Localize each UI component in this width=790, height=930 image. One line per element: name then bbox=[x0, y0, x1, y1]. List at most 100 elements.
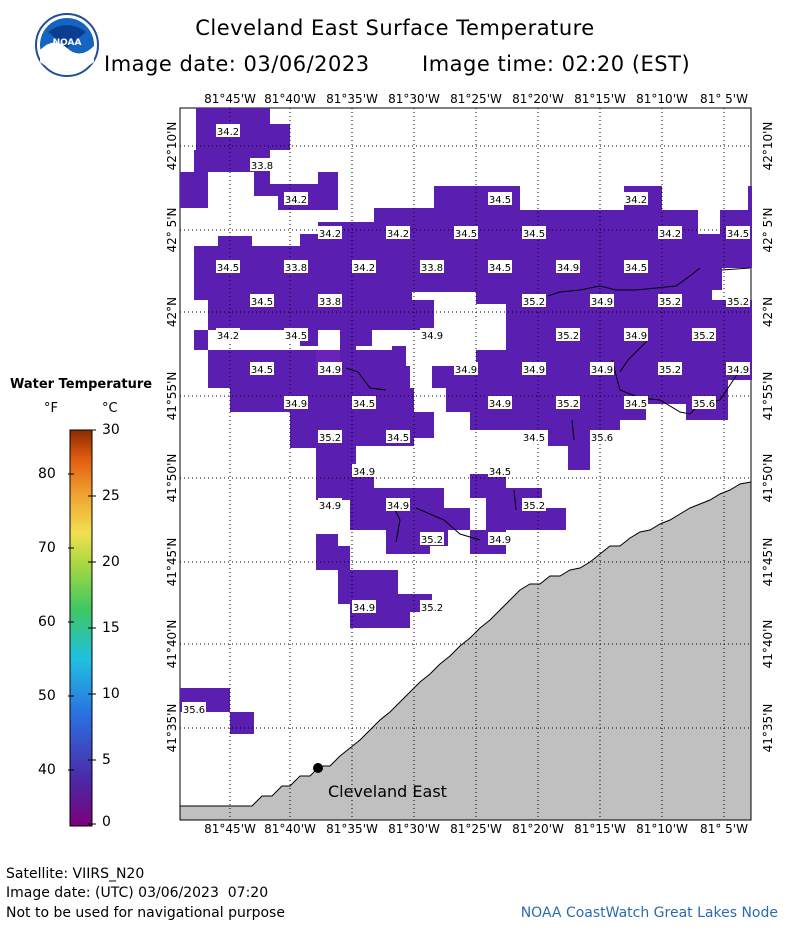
temperature-label-bg bbox=[250, 362, 274, 375]
lon-label-bottom: 81°10'W bbox=[636, 822, 688, 836]
image-time: Image time: 02:20 (EST) bbox=[422, 52, 691, 76]
temperature-label: 34.9 bbox=[421, 331, 443, 342]
temperature-label: 34.5 bbox=[625, 399, 647, 410]
temperature-label: 34.2 bbox=[353, 263, 375, 274]
lat-labels-right: 42°10'N 42° 5'N 42°N 41°55'N 41°50'N 41°… bbox=[761, 122, 775, 753]
legend-c-tick: 15 bbox=[102, 620, 120, 636]
temperature-label-bg bbox=[284, 396, 308, 409]
temperature-label-bg bbox=[352, 396, 376, 409]
temperature-label-bg bbox=[318, 226, 342, 239]
temperature-label: 35.2 bbox=[693, 331, 715, 342]
temperature-label: 34.9 bbox=[455, 365, 477, 376]
temperature-label-bg bbox=[488, 192, 512, 205]
temperature-label-bg bbox=[216, 124, 240, 137]
temperature-label-bg bbox=[318, 498, 342, 511]
temperature-label-bg bbox=[488, 396, 512, 409]
temperature-label-bg bbox=[420, 328, 444, 341]
temperature-label: 34.5 bbox=[489, 195, 511, 206]
temperature-label-bg bbox=[284, 192, 308, 205]
legend-c-tick: 20 bbox=[102, 554, 120, 570]
temperature-label: 35.2 bbox=[421, 535, 443, 546]
satellite-info: Satellite: VIIRS_N20 bbox=[6, 866, 145, 882]
lat-label-right: 41°50'N bbox=[761, 454, 775, 503]
temperature-label-bg bbox=[318, 294, 342, 307]
page-title: Cleveland East Surface Temperature bbox=[195, 16, 595, 40]
temperature-label: 35.2 bbox=[319, 433, 341, 444]
temperature-label: 34.5 bbox=[353, 399, 375, 410]
lon-label-top: 81°35'W bbox=[326, 92, 378, 106]
legend-f-tick: 60 bbox=[38, 614, 56, 630]
temperature-label-bg bbox=[590, 362, 614, 375]
temperature-label: 33.8 bbox=[285, 263, 307, 274]
temperature-label-bg bbox=[318, 430, 342, 443]
temperature-label: 34.5 bbox=[489, 263, 511, 274]
temperature-label-bg bbox=[488, 464, 512, 477]
legend-c-tick: 30 bbox=[102, 422, 120, 438]
temperature-label-bg bbox=[352, 600, 376, 613]
lat-label-right: 41°55'N bbox=[761, 372, 775, 421]
temperature-label-bg bbox=[352, 464, 376, 477]
temperature-label: 33.8 bbox=[319, 297, 341, 308]
lon-label-top: 81°25'W bbox=[450, 92, 502, 106]
lat-label-right: 42° 5'N bbox=[761, 208, 775, 253]
temperature-label-bg bbox=[624, 396, 648, 409]
temperature-label: 33.8 bbox=[421, 263, 443, 274]
temperature-label-bg bbox=[250, 294, 274, 307]
temperature-label-bg bbox=[386, 226, 410, 239]
temperature-labels: 34.2 33.8 34.2 34.5 34.2 34.2 34.2 34.5 34.5 34.2… bbox=[182, 124, 750, 716]
station-marker bbox=[313, 763, 323, 773]
temperature-label-bg bbox=[522, 294, 546, 307]
lon-label-top: 81°40'W bbox=[264, 92, 316, 106]
temperature-label: 34.5 bbox=[625, 263, 647, 274]
temperature-label: 35.2 bbox=[727, 297, 749, 308]
temperature-label-bg bbox=[386, 498, 410, 511]
temperature-label: 34.9 bbox=[319, 365, 341, 376]
temperature-label: 34.2 bbox=[625, 195, 647, 206]
lat-label-left: 41°40'N bbox=[165, 620, 179, 669]
lon-label-bottom: 81°15'W bbox=[574, 822, 626, 836]
legend-f-tick: 80 bbox=[38, 466, 56, 482]
temperature-label-bg bbox=[658, 294, 682, 307]
temperature-label-bg bbox=[692, 328, 716, 341]
temperature-label: 34.5 bbox=[727, 229, 749, 240]
temperature-label-bg bbox=[488, 260, 512, 273]
temperature-label: 35.2 bbox=[557, 399, 579, 410]
lon-label-top: 81°15'W bbox=[574, 92, 626, 106]
temperature-label: 34.9 bbox=[387, 501, 409, 512]
legend-f-tick: 50 bbox=[38, 688, 56, 704]
lat-label-left: 41°45'N bbox=[165, 538, 179, 587]
temperature-label-bg bbox=[692, 396, 716, 409]
legend-f-tick: 40 bbox=[38, 762, 56, 778]
lon-label-top: 81°20'W bbox=[512, 92, 564, 106]
temperature-label-bg bbox=[216, 328, 240, 341]
temperature-label: 34.9 bbox=[727, 365, 749, 376]
temperature-label: 34.2 bbox=[285, 195, 307, 206]
temperature-label: 34.2 bbox=[217, 331, 239, 342]
temperature-label-bg bbox=[658, 362, 682, 375]
temperature-label-bg bbox=[250, 158, 274, 171]
temperature-label-bg bbox=[454, 362, 478, 375]
legend-c-tick: 0 bbox=[102, 814, 111, 830]
temperature-label-bg bbox=[284, 328, 308, 341]
lat-label-right: 41°35'N bbox=[761, 704, 775, 753]
temperature-label-bg bbox=[556, 396, 580, 409]
noaa-logo-icon: NOAA bbox=[35, 13, 99, 77]
temperature-label-bg bbox=[318, 362, 342, 375]
credit-link[interactable]: NOAA CoastWatch Great Lakes Node bbox=[520, 905, 778, 921]
temperature-label: 34.5 bbox=[387, 433, 409, 444]
temperature-label: 34.9 bbox=[319, 501, 341, 512]
lon-label-bottom: 81°45'W bbox=[204, 822, 256, 836]
temperature-label: 35.2 bbox=[523, 501, 545, 512]
image-date: Image date: 03/06/2023 bbox=[104, 52, 370, 76]
temperature-label: 35.2 bbox=[557, 331, 579, 342]
temperature-label: 34.5 bbox=[285, 331, 307, 342]
water-temperature-area bbox=[180, 108, 752, 734]
temperature-label: 34.9 bbox=[625, 331, 647, 342]
temperature-label-bg bbox=[522, 430, 546, 443]
lon-label-bottom: 81°25'W bbox=[450, 822, 502, 836]
temperature-label: 35.6 bbox=[693, 399, 715, 410]
temperature-label: 34.5 bbox=[217, 263, 239, 274]
disclaimer: Not to be used for navigational purpose bbox=[6, 905, 285, 921]
temperature-label: 34.2 bbox=[387, 229, 409, 240]
